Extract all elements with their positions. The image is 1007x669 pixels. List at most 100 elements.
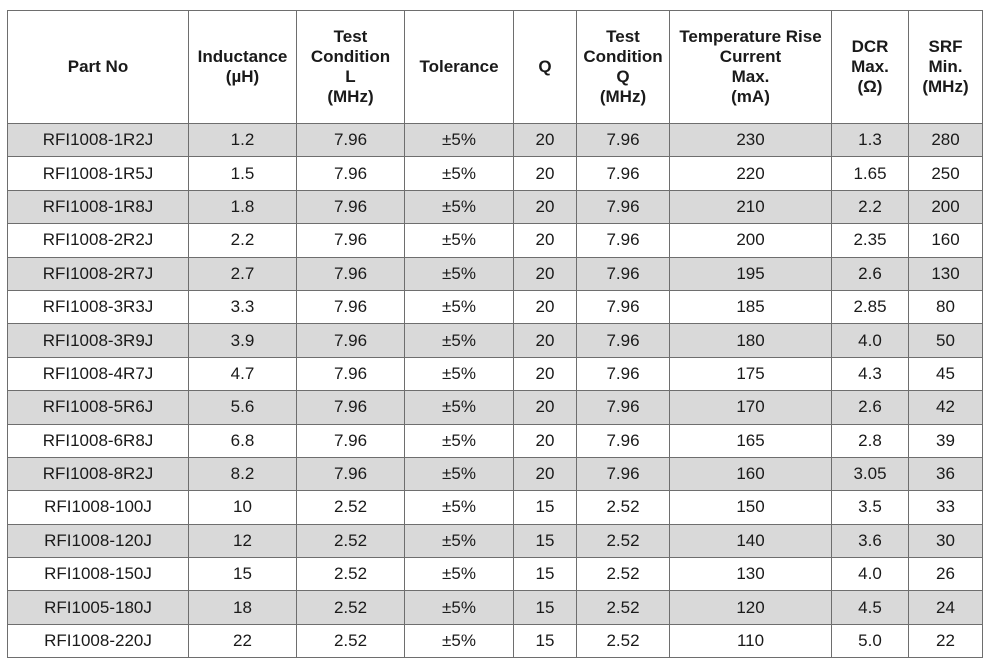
cell-test-condition-q: 7.96 (576, 189, 670, 225)
cell-part-no: RFI1008-3R3J (7, 289, 189, 325)
cell-inductance: 10 (188, 490, 297, 525)
cell-tolerance: ±5% (404, 189, 514, 225)
table-row: RFI1008-150J 15 2.52 ±5% 15 2.52 130 4.0 26 (7, 557, 983, 592)
cell-tolerance: ±5% (404, 156, 514, 191)
cell-dcr: 4.0 (831, 323, 909, 358)
cell-test-condition-l: 2.52 (296, 557, 405, 592)
cell-dcr: 1.65 (831, 156, 909, 191)
cell-part-no: RFI1008-150J (7, 557, 189, 592)
cell-part-no: RFI1008-8R2J (7, 456, 189, 492)
header-part-no: Part No (7, 10, 189, 124)
table-row: RFI1008-220J 22 2.52 ±5% 15 2.52 110 5.0 22 (7, 623, 983, 659)
header-dcr: DCR Max. (Ω) (831, 10, 909, 124)
cell-tolerance: ±5% (404, 557, 514, 592)
cell-temp-rise-current: 185 (669, 289, 832, 325)
table-row: RFI1008-2R2J 2.2 7.96 ±5% 20 7.96 200 2.35 160 (7, 223, 983, 258)
cell-test-condition-l: 7.96 (296, 223, 405, 258)
cell-dcr: 4.0 (831, 557, 909, 592)
cell-inductance: 2.2 (188, 223, 297, 258)
header-row: Part No Inductance (µH) Test Condition L… (7, 10, 983, 124)
cell-inductance: 8.2 (188, 456, 297, 492)
cell-test-condition-l: 7.96 (296, 189, 405, 225)
table-row: RFI1008-6R8J 6.8 7.96 ±5% 20 7.96 165 2.8 39 (7, 423, 983, 458)
cell-test-condition-q: 7.96 (576, 356, 670, 392)
cell-test-condition-q: 7.96 (576, 289, 670, 325)
cell-q: 15 (513, 490, 577, 525)
cell-temp-rise-current: 175 (669, 356, 832, 392)
cell-dcr: 2.8 (831, 423, 909, 458)
cell-dcr: 2.6 (831, 256, 909, 291)
cell-srf: 33 (908, 490, 983, 525)
cell-temp-rise-current: 150 (669, 490, 832, 525)
cell-temp-rise-current: 180 (669, 323, 832, 358)
cell-test-condition-q: 7.96 (576, 323, 670, 358)
cell-test-condition-q: 7.96 (576, 456, 670, 492)
cell-tolerance: ±5% (404, 390, 514, 425)
table-row: RFI1008-2R7J 2.7 7.96 ±5% 20 7.96 195 2.6 130 (7, 256, 983, 291)
spec-table-container: Part No Inductance (µH) Test Condition L… (7, 10, 983, 659)
cell-test-condition-q: 2.52 (576, 557, 670, 592)
cell-inductance: 2.7 (188, 256, 297, 291)
cell-test-condition-l: 2.52 (296, 490, 405, 525)
cell-test-condition-l: 7.96 (296, 423, 405, 458)
cell-part-no: RFI1008-6R8J (7, 423, 189, 458)
cell-part-no: RFI1008-1R8J (7, 189, 189, 225)
cell-srf: 26 (908, 557, 983, 592)
table-row: RFI1008-100J 10 2.52 ±5% 15 2.52 150 3.5 33 (7, 490, 983, 525)
cell-dcr: 2.2 (831, 189, 909, 225)
cell-test-condition-q: 7.96 (576, 223, 670, 258)
cell-srf: 39 (908, 423, 983, 458)
header-inductance: Inductance (µH) (188, 10, 297, 124)
table-row: RFI1008-3R9J 3.9 7.96 ±5% 20 7.96 180 4.0 50 (7, 323, 983, 358)
cell-dcr: 4.3 (831, 356, 909, 392)
cell-srf: 36 (908, 456, 983, 492)
cell-srf: 80 (908, 289, 983, 325)
cell-part-no: RFI1008-3R9J (7, 323, 189, 358)
cell-temp-rise-current: 110 (669, 623, 832, 659)
cell-q: 20 (513, 156, 577, 191)
cell-inductance: 6.8 (188, 423, 297, 458)
cell-srf: 45 (908, 356, 983, 392)
cell-inductance: 22 (188, 623, 297, 659)
table-row: RFI1008-1R5J 1.5 7.96 ±5% 20 7.96 220 1.65 250 (7, 156, 983, 191)
cell-dcr: 2.85 (831, 289, 909, 325)
cell-test-condition-q: 2.52 (576, 490, 670, 525)
cell-part-no: RFI1008-220J (7, 623, 189, 659)
cell-test-condition-q: 7.96 (576, 423, 670, 458)
cell-tolerance: ±5% (404, 289, 514, 325)
cell-srf: 160 (908, 223, 983, 258)
cell-q: 20 (513, 356, 577, 392)
cell-temp-rise-current: 130 (669, 557, 832, 592)
table-row: RFI1005-180J 18 2.52 ±5% 15 2.52 120 4.5 24 (7, 590, 983, 625)
header-test-condition-q: Test Condition Q (MHz) (576, 10, 670, 124)
cell-inductance: 1.8 (188, 189, 297, 225)
cell-tolerance: ±5% (404, 223, 514, 258)
cell-test-condition-q: 7.96 (576, 122, 670, 158)
cell-temp-rise-current: 170 (669, 390, 832, 425)
cell-test-condition-l: 7.96 (296, 289, 405, 325)
cell-srf: 250 (908, 156, 983, 191)
cell-inductance: 12 (188, 523, 297, 559)
cell-srf: 22 (908, 623, 983, 659)
cell-part-no: RFI1008-120J (7, 523, 189, 559)
table-row: RFI1008-4R7J 4.7 7.96 ±5% 20 7.96 175 4.3 45 (7, 356, 983, 392)
cell-part-no: RFI1008-2R2J (7, 223, 189, 258)
cell-test-condition-l: 7.96 (296, 122, 405, 158)
cell-inductance: 18 (188, 590, 297, 625)
cell-inductance: 1.2 (188, 122, 297, 158)
cell-q: 20 (513, 189, 577, 225)
cell-srf: 30 (908, 523, 983, 559)
table-row: RFI1008-1R8J 1.8 7.96 ±5% 20 7.96 210 2.2 200 (7, 189, 983, 225)
cell-tolerance: ±5% (404, 323, 514, 358)
cell-test-condition-q: 7.96 (576, 156, 670, 191)
cell-tolerance: ±5% (404, 122, 514, 158)
cell-test-condition-q: 2.52 (576, 623, 670, 659)
cell-test-condition-q: 2.52 (576, 523, 670, 559)
cell-dcr: 2.35 (831, 223, 909, 258)
cell-test-condition-q: 2.52 (576, 590, 670, 625)
inductor-spec-table: Part No Inductance (µH) Test Condition L… (7, 10, 983, 659)
table-row: RFI1008-1R2J 1.2 7.96 ±5% 20 7.96 230 1.3 280 (7, 122, 983, 158)
cell-inductance: 4.7 (188, 356, 297, 392)
cell-tolerance: ±5% (404, 590, 514, 625)
cell-q: 20 (513, 323, 577, 358)
